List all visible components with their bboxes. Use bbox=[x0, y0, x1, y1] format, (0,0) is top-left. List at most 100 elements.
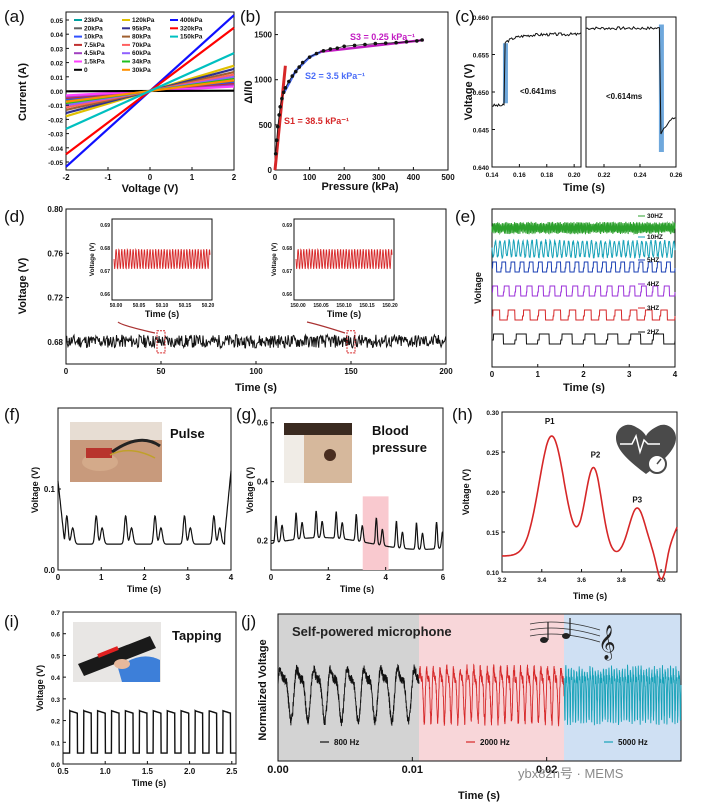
b-data-point bbox=[335, 46, 340, 50]
a-legend-label-70kPa: 70kPa bbox=[132, 42, 151, 49]
c-right-xtick-label: 0.24 bbox=[634, 172, 647, 179]
panel-a-ylabel: Current (A) bbox=[17, 63, 29, 121]
e-trace-3HZ bbox=[492, 309, 676, 321]
f-xtick-label: 4 bbox=[229, 573, 234, 582]
treble-clef-icon: 𝄞 bbox=[598, 625, 616, 661]
a-ytick-label: -0.01 bbox=[48, 103, 63, 110]
a-legend-label-150kPa: 150kPa bbox=[180, 34, 203, 41]
b-data-point bbox=[277, 113, 281, 117]
h-xtick-label: 3.6 bbox=[577, 577, 586, 584]
a-xtick-label: 2 bbox=[232, 173, 237, 182]
panel-f-ylabel: Voltage (V) bbox=[30, 467, 40, 513]
f-xtick-label: 1 bbox=[99, 573, 104, 582]
a-legend-label-23kPa: 23kPa bbox=[84, 17, 103, 24]
d-xtick-label: 50 bbox=[157, 367, 166, 376]
photo-neck-sensor bbox=[284, 423, 352, 483]
c-left-trace bbox=[491, 32, 582, 108]
b-xtick-label: 300 bbox=[372, 173, 386, 182]
j-xtick-label: 0.02 bbox=[536, 764, 557, 776]
d-ytick-label: 0.68 bbox=[47, 338, 63, 347]
f-xtick-label: 2 bbox=[142, 573, 147, 582]
b-data-point bbox=[352, 43, 357, 48]
panel-h-ylabel: Voltage (V) bbox=[461, 469, 471, 515]
panel-g-frame bbox=[270, 407, 444, 571]
a-legend-label-400kPa: 400kPa bbox=[180, 17, 203, 24]
panel-c-ylabel: Voltage (V) bbox=[463, 63, 475, 120]
a-legend-label-10kPa: 10kPa bbox=[84, 34, 103, 41]
d-ytick-label: 0.72 bbox=[47, 294, 63, 303]
h-ytick-label: 0.30 bbox=[486, 410, 499, 417]
e-legend-label-3HZ: 3HZ bbox=[647, 305, 659, 312]
panel-d-ylabel: Voltage (V) bbox=[17, 257, 29, 314]
b-data-point bbox=[328, 47, 333, 51]
c-right-xtick-label: 0.26 bbox=[670, 172, 683, 179]
d-inset1-xlabel: Time (s) bbox=[145, 309, 179, 319]
h-xtick-label: 3.4 bbox=[537, 577, 546, 584]
b-data-point bbox=[278, 105, 282, 109]
c-right-trace bbox=[585, 25, 676, 135]
g-xtick-label: 0 bbox=[269, 573, 274, 582]
c-left-rise-highlight bbox=[502, 43, 508, 104]
b-xtick-label: 500 bbox=[441, 173, 455, 182]
panel-a: (a) -2 -1 0 1 2 0.05 0.04 0.03 0.02 0.01 0.00 -0.01… bbox=[4, 7, 237, 195]
b-data-line bbox=[275, 39, 423, 154]
b-data-point bbox=[297, 65, 302, 69]
d-inset1-xtick-label: 50.10 bbox=[156, 303, 169, 309]
d-inset2-trace bbox=[295, 247, 393, 270]
e-legend-label-5HZ: 5HZ bbox=[647, 257, 659, 264]
d-inset2-xtick-label: 150.15 bbox=[359, 303, 375, 309]
e-xtick-label: 1 bbox=[536, 370, 541, 379]
g-xtick-label: 4 bbox=[383, 573, 388, 582]
g-xtick-label: 6 bbox=[441, 573, 446, 582]
panel-i-ylabel: Voltage (V) bbox=[35, 665, 45, 711]
b-data-point bbox=[373, 41, 378, 46]
h-xtick-label: 3.2 bbox=[497, 577, 506, 584]
panel-b-frame bbox=[274, 11, 449, 171]
h-ytick-label: 0.15 bbox=[486, 530, 499, 537]
panel-b: (b) 0 100 200 300 400 500 0 500 1000 1500 S1 = 38.… bbox=[240, 7, 455, 193]
b-data-point bbox=[307, 55, 312, 59]
b-data-point bbox=[275, 124, 280, 129]
a-legend-label-20kPa: 20kPa bbox=[84, 25, 103, 32]
panel-g-title-line2: pressure bbox=[372, 440, 427, 455]
panel-e-label: (e) bbox=[455, 207, 476, 226]
b-data-point bbox=[273, 151, 278, 156]
d-inset2-xtick-label: 150.20 bbox=[382, 303, 398, 309]
panel-a-label: (a) bbox=[4, 7, 25, 26]
d-inset1-ytick-label: 0.67 bbox=[100, 269, 110, 275]
d-inset2-ytick-label: 0.69 bbox=[282, 223, 292, 229]
panel-b-ylabel: ΔI/I0 bbox=[243, 80, 255, 103]
a-legend-label-120kPa: 120kPa bbox=[132, 17, 155, 24]
d-inset1-xtick-label: 50.20 bbox=[202, 303, 215, 309]
a-ytick-label: 0.05 bbox=[50, 18, 63, 25]
panel-i-xlabel: Time (s) bbox=[132, 778, 166, 788]
f-ytick-label: 0.0 bbox=[44, 566, 56, 575]
i-ytick-label: 0.0 bbox=[51, 762, 60, 769]
a-ytick-label: 0.04 bbox=[50, 32, 63, 39]
d-main-trace bbox=[65, 333, 447, 350]
panel-a-xlabel: Voltage (V) bbox=[122, 183, 179, 195]
i-ytick-label: 0.3 bbox=[51, 697, 60, 704]
photo-finger-tapping bbox=[73, 622, 161, 682]
b-data-point bbox=[283, 86, 288, 90]
panel-i-label: (i) bbox=[4, 612, 19, 631]
c-ytick-label: 0.645 bbox=[473, 128, 490, 135]
b-data-point bbox=[300, 60, 305, 65]
d-inset1-xtick-label: 50.00 bbox=[110, 303, 123, 309]
panel-d: (d) 0 50 100 150 200 0.80 0.76 0.72 0.68 0.69 0.68… bbox=[4, 205, 453, 394]
d-inset1-ytick-label: 0.69 bbox=[100, 223, 110, 229]
f-pulse-trace bbox=[57, 470, 232, 545]
c-left-annotation: <0.641ms bbox=[520, 87, 557, 96]
a-ytick-label: -0.05 bbox=[48, 160, 63, 167]
panel-j-label: (j) bbox=[241, 612, 256, 631]
panel-h: (h) 3.2 3.4 3.6 3.8 4.0 0.30 0.25 0.20 0.15 0.10 P… bbox=[452, 405, 678, 601]
panel-f-label: (f) bbox=[4, 405, 20, 424]
a-ytick-label: 0.03 bbox=[50, 46, 63, 53]
panel-c-right-frame bbox=[585, 16, 677, 168]
panel-f: (f) Pulse 0 1 2 3 4 0.1 0.0 Time (s) Voltage (… bbox=[4, 405, 234, 594]
j-legend-label-1: 2000 Hz bbox=[480, 738, 510, 747]
j-legend-label-0: 800 Hz bbox=[334, 738, 359, 747]
c-right-xtick-label: 0.22 bbox=[598, 172, 611, 179]
panel-j-title: Self-powered microphone bbox=[292, 624, 452, 639]
b-xtick-label: 400 bbox=[407, 173, 421, 182]
